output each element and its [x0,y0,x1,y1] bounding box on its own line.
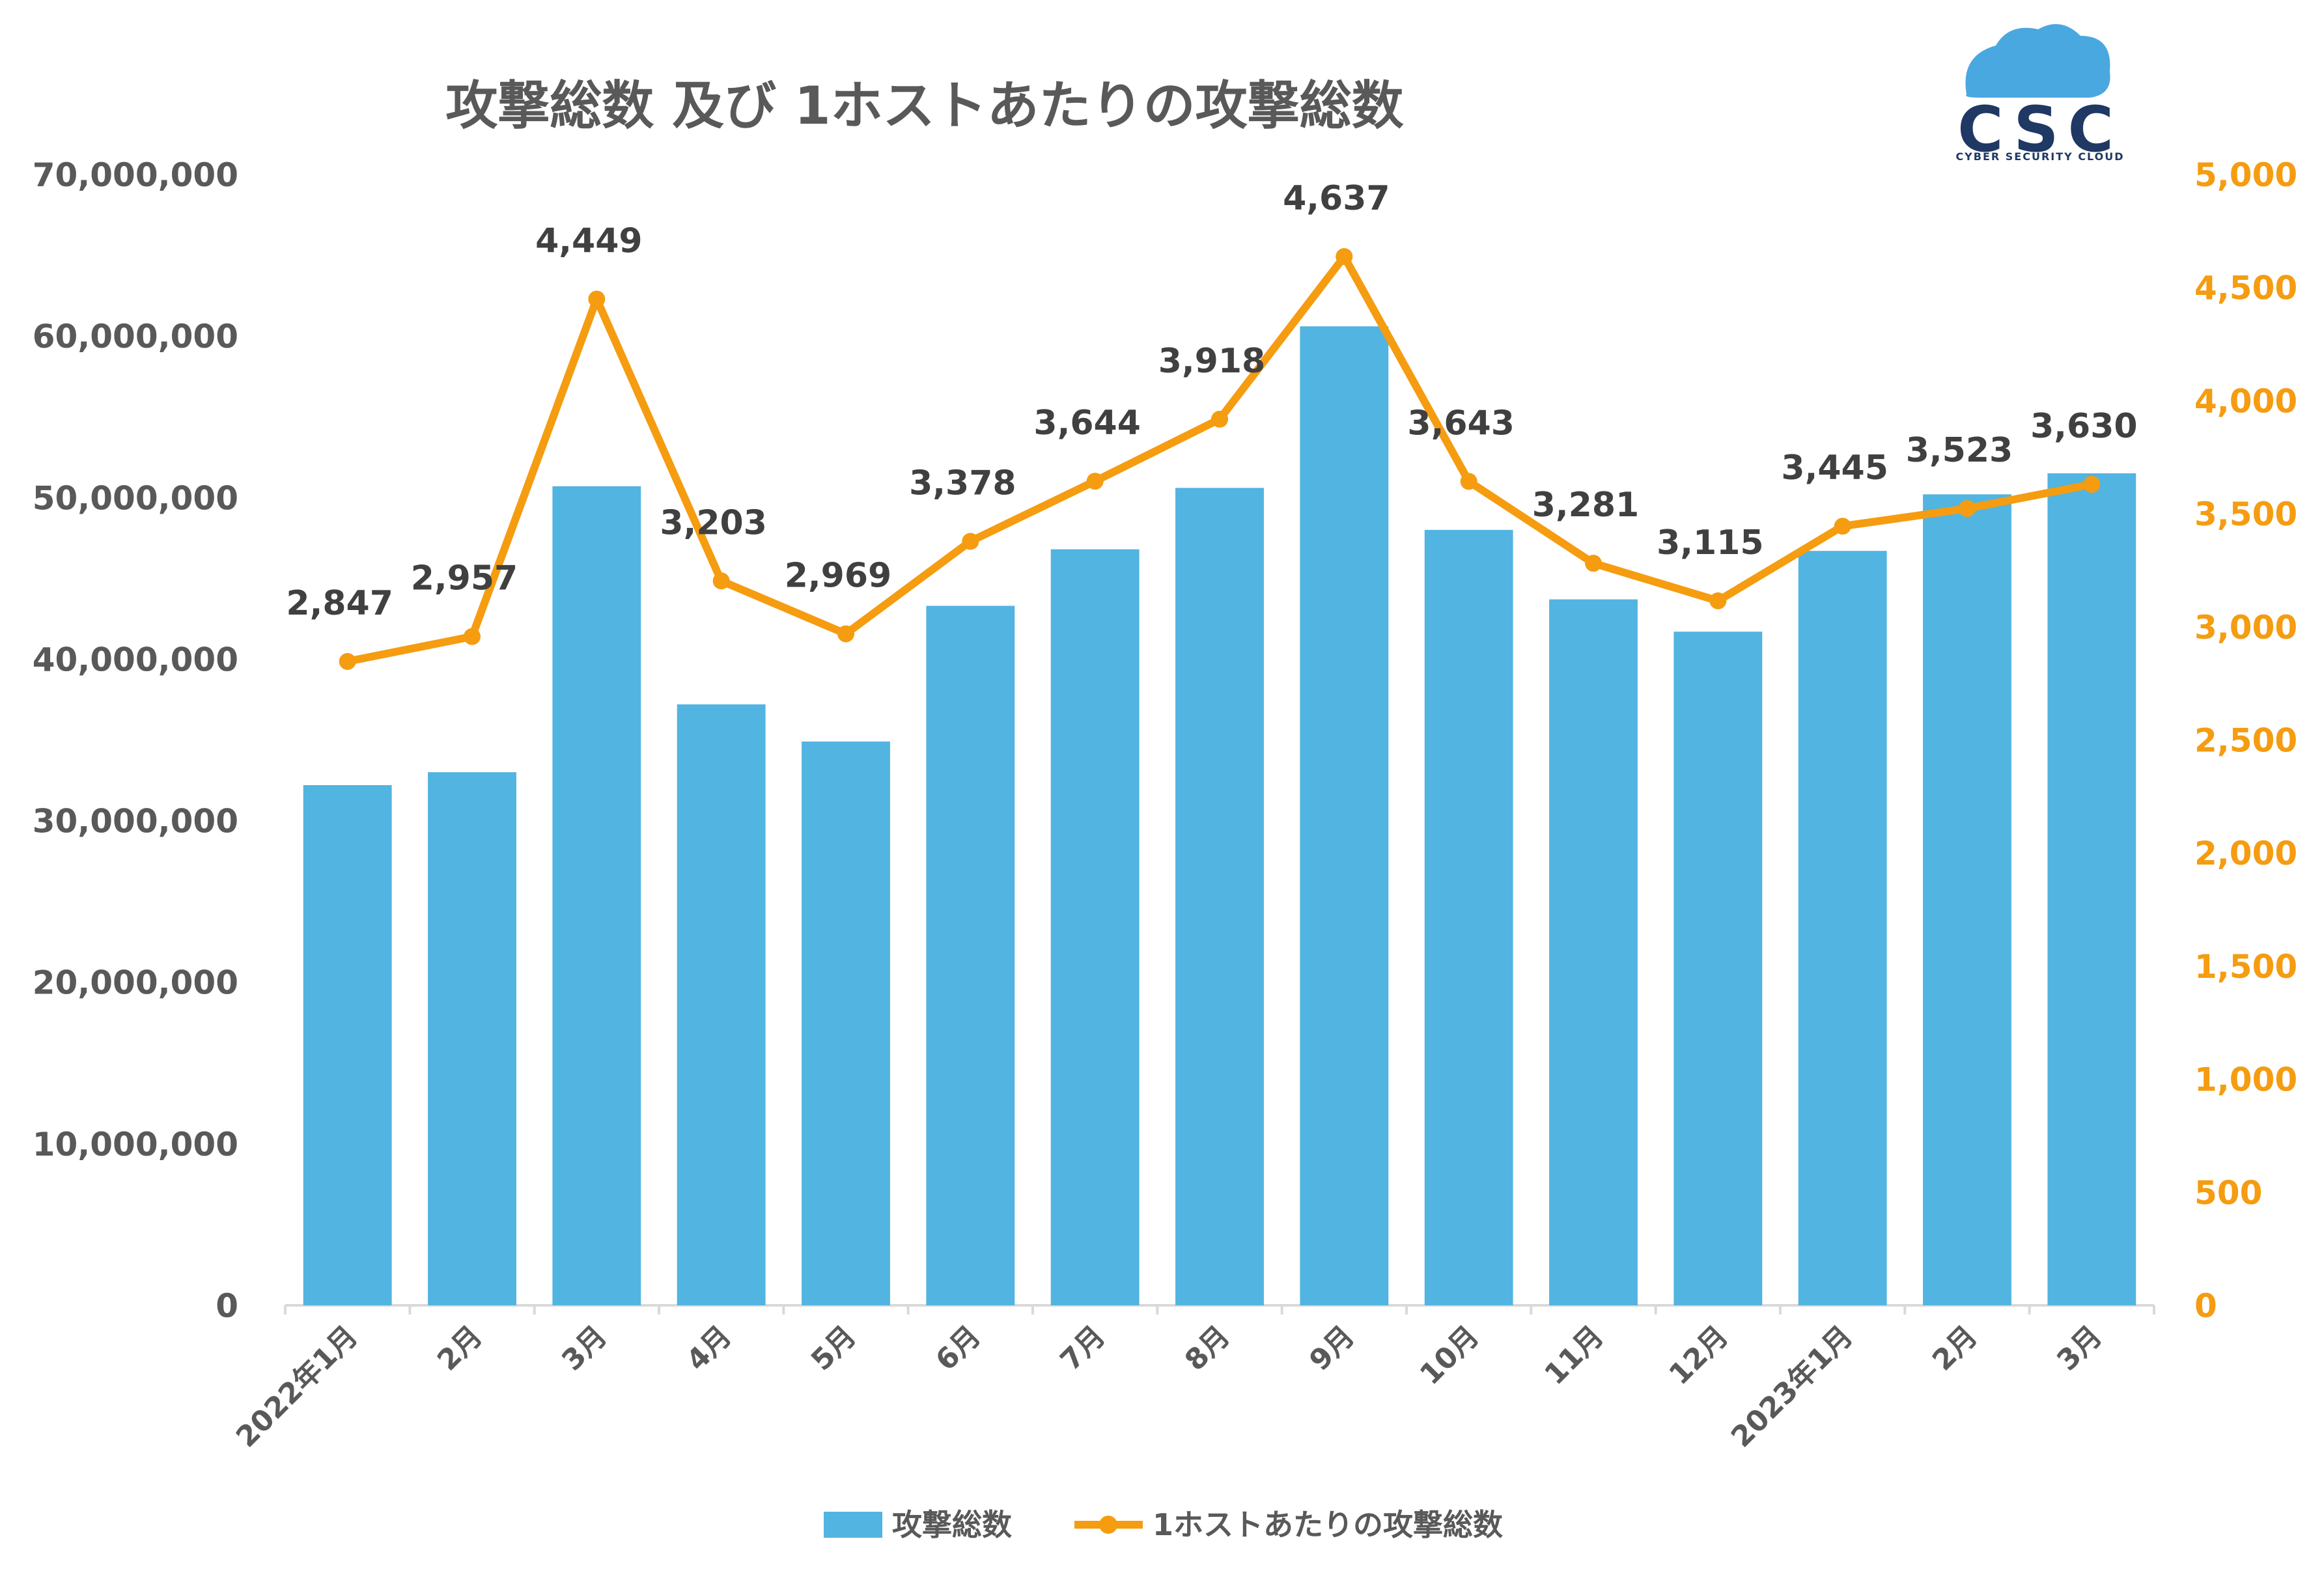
bar [802,741,890,1305]
y-left-tick-label: 40,000,000 [33,641,238,678]
x-tick-label: 10月 [1414,1320,1485,1391]
bar [1923,494,2011,1305]
y-left-tick-label: 20,000,000 [33,964,238,1002]
logo-wordmark: CSC [1957,93,2123,166]
line-point [1336,248,1353,266]
y-right-tick-label: 3,500 [2194,495,2297,533]
legend: 攻撃総数 1ホストあたりの攻撃総数 [824,1507,1503,1542]
bar [677,704,766,1305]
y-right-tick-label: 2,000 [2194,835,2297,872]
y-right-tick-label: 4,500 [2194,270,2297,307]
bar [1549,599,1638,1305]
csc-logo: CSC CYBER SECURITY CLOUD [1955,24,2124,166]
y-right-tick-label: 1,000 [2194,1061,2297,1099]
y-left-tick-label: 60,000,000 [33,318,238,355]
data-label: 3,630 [2030,407,2137,446]
y-right-tick-label: 3,000 [2194,609,2297,646]
bar [926,605,1015,1305]
bar [1673,632,1763,1305]
y-left-tick-label: 30,000,000 [33,803,238,840]
legend-marker-line [1099,1516,1117,1534]
x-tick-label: 2月 [1926,1320,1984,1378]
x-tick-label: 8月 [1179,1320,1237,1378]
data-label: 4,449 [535,221,642,260]
x-tick-label: 4月 [680,1320,738,1378]
chart-title: 攻撃総数 及び 1ホストあたりの攻撃総数 [445,76,1403,136]
x-tick-label: 2022年1月 [230,1320,365,1454]
x-tick-label: 9月 [1303,1320,1361,1378]
legend-label-line: 1ホストあたりの攻撃総数 [1153,1507,1503,1542]
x-tick-label: 3月 [2051,1320,2108,1378]
data-label: 3,281 [1532,486,1639,525]
y-left-tick-label: 0 [216,1287,238,1325]
y-left-tick-label: 50,000,000 [33,479,238,517]
data-label: 2,969 [785,557,891,596]
x-tick-label: 6月 [929,1320,987,1378]
line-point [1959,500,1976,518]
x-tick-label: 2月 [431,1320,489,1378]
data-label: 3,918 [1158,342,1265,381]
bar [1050,549,1140,1305]
x-tick-label: 5月 [805,1320,863,1378]
data-label: 3,643 [1407,404,1514,443]
line-point [837,625,854,643]
line-point [1086,473,1104,490]
line-point [2083,475,2101,493]
y-right-tick-label: 4,000 [2194,382,2297,420]
bar [1798,551,1887,1305]
data-label: 3,115 [1657,523,1763,562]
line-point [712,572,730,590]
y-right-tick-label: 500 [2194,1174,2262,1212]
logo-cloud-icon [1965,24,2110,98]
line-point [1211,410,1228,428]
bar [428,772,516,1305]
data-label: 3,644 [1033,404,1140,443]
bar [303,784,392,1305]
data-label: 3,523 [1906,431,2013,470]
data-label: 4,637 [1283,179,1390,218]
line-point [1585,555,1602,572]
y-left-tick-label: 10,000,000 [33,1126,238,1163]
x-tick-label: 11月 [1538,1320,1610,1391]
data-label: 3,203 [660,503,766,542]
y-left-tick-label: 70,000,000 [33,156,238,194]
y-right-tick-label: 5,000 [2194,156,2297,194]
logo-tagline: CYBER SECURITY CLOUD [1955,150,2124,163]
data-label: 2,847 [286,584,393,623]
y-right-tick-label: 0 [2194,1287,2217,1325]
data-label: 3,445 [1781,449,1888,488]
line-point [464,628,481,645]
x-tick-label: 7月 [1054,1320,1112,1378]
line-point [339,652,356,670]
line-point [588,290,606,308]
line-point [1834,518,1851,535]
bar [2047,473,2136,1306]
y-right-tick-label: 2,500 [2194,722,2297,760]
legend-label-bars: 攻撃総数 [892,1507,1012,1542]
x-tick-label: 3月 [555,1320,613,1378]
bar [552,486,641,1305]
x-tick-label: 2023年1月 [1725,1320,1860,1454]
legend-swatch-bars [824,1512,882,1538]
y-right-tick-label: 1,500 [2194,948,2297,986]
data-label: 2,957 [411,559,518,598]
line-point [1460,473,1477,490]
bar [1424,529,1513,1305]
bar [1175,488,1264,1305]
line-point [962,533,979,550]
line-point [1709,592,1727,609]
data-label: 3,378 [909,464,1016,503]
bar [1300,326,1389,1305]
x-tick-label: 12月 [1663,1320,1735,1391]
